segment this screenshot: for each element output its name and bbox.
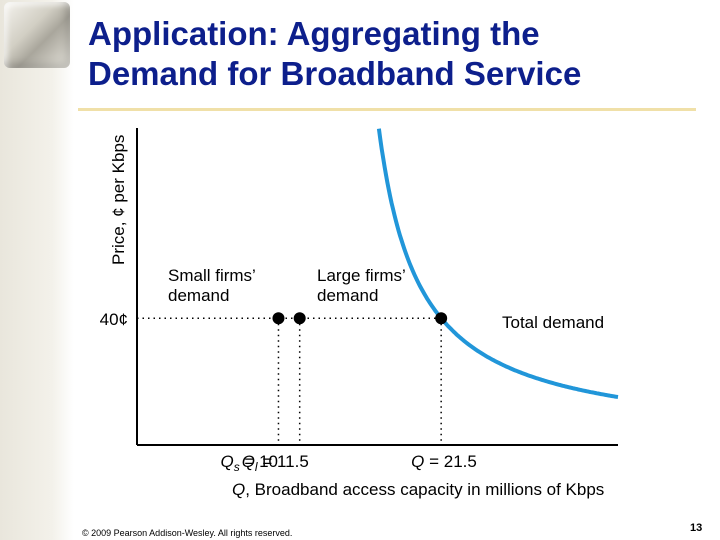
- quantity-tick-label: Q = 21.5: [411, 452, 477, 471]
- point-small: [272, 312, 285, 325]
- title-line-1: Application: Aggregating the: [88, 15, 540, 52]
- quantity-tick-label: Qs = 10: [220, 452, 278, 474]
- total-demand-label: Total demand: [502, 313, 604, 332]
- quantity-tick-label: Ql = 11.5: [242, 452, 309, 474]
- point-total: [435, 312, 448, 325]
- title-divider: [78, 108, 696, 111]
- curve-small: [221, 135, 619, 415]
- x-axis-label: Q, Broadband access capacity in millions…: [232, 480, 604, 499]
- y-axis-label: Price, ¢ per Kbps: [109, 135, 128, 265]
- price-tick-label: 40¢: [100, 310, 128, 329]
- small-firms-label-2: demand: [168, 286, 229, 305]
- point-large: [293, 312, 306, 325]
- curve-large: [240, 132, 618, 413]
- small-firms-label-1: Small firms’: [168, 266, 256, 285]
- glass-cube-logo: [4, 2, 70, 68]
- curve-total: [376, 128, 619, 399]
- page-number: 13: [690, 522, 703, 534]
- slide-title: Application: Aggregating the Demand for …: [88, 14, 581, 94]
- large-firms-label-1: Large firms’: [317, 266, 406, 285]
- decorative-side-strip: [0, 0, 74, 540]
- title-line-2: Demand for Broadband Service: [88, 55, 582, 92]
- large-firms-label-2: demand: [317, 286, 378, 305]
- copyright-footer: © 2009 Pearson Addison-Wesley. All right…: [82, 528, 293, 538]
